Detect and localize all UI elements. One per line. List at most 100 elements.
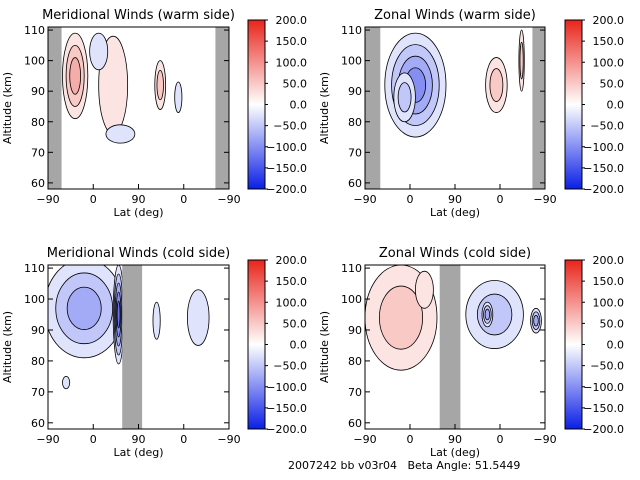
- y-tick-label: 80: [31, 355, 45, 368]
- y-tick-label: 70: [31, 146, 45, 159]
- y-tick-label: 70: [348, 386, 362, 399]
- panel-title: Meridional Winds (cold side): [47, 246, 230, 261]
- wind-region-5: [530, 307, 542, 334]
- colorbar-tick-label: −200.0: [266, 423, 307, 436]
- plot-area: [48, 27, 229, 189]
- contour-level-2: [397, 82, 412, 113]
- y-tick-label: 100: [24, 55, 45, 68]
- colorbar-tick-label: 150.0: [593, 275, 625, 288]
- colorbar-tick-label: 50.0: [600, 77, 625, 90]
- y-tick-label: 100: [341, 293, 362, 306]
- contour-level-1: [62, 375, 71, 390]
- y-tick-label: 80: [31, 116, 45, 129]
- plot-area: [365, 27, 545, 189]
- colorbar-scale: [247, 19, 266, 190]
- x-tick-label: −90: [217, 193, 240, 206]
- x-tick-label: −90: [36, 433, 59, 446]
- colorbar-tick-label: 200.0: [276, 14, 308, 27]
- y-tick-label: 70: [348, 146, 362, 159]
- x-tick-label: −90: [353, 193, 376, 206]
- colorbar-tick-label: −50.0: [590, 360, 624, 373]
- panel-title: Zonal Winds (warm side): [374, 8, 536, 23]
- x-tick-label: −90: [533, 193, 556, 206]
- contour-level-2: [519, 41, 524, 80]
- wind-region-2: [414, 270, 434, 309]
- x-tick-label: 90: [132, 193, 146, 206]
- wind-region-2: [393, 72, 416, 123]
- x-tick-label: 90: [132, 433, 146, 446]
- y-tick-label: 110: [24, 24, 45, 37]
- colorbar-tick-label: −100.0: [583, 141, 624, 154]
- wind-region-1: [48, 265, 125, 359]
- y-tick-label: 110: [341, 24, 362, 37]
- colorbar-tick-label: 200.0: [593, 254, 625, 267]
- x-tick-label: 0: [90, 433, 97, 446]
- x-axis-label: Lat (deg): [114, 446, 164, 459]
- wind-region-5: [62, 375, 71, 390]
- y-axis-label: Altitude (km): [1, 72, 14, 144]
- colorbar-scale: [247, 259, 266, 430]
- colorbar-tick-label: −50.0: [273, 360, 307, 373]
- panel-1: Meridional Winds (warm side) 60 70 80 90 100 1…: [1, 8, 307, 219]
- y-axis-label: Altitude (km): [318, 311, 331, 383]
- y-tick-label: 110: [341, 262, 362, 275]
- wind-region-4: [186, 289, 210, 346]
- no-data-band-1: [122, 265, 143, 429]
- y-tick-label: 70: [31, 386, 45, 399]
- colorbar-tick-label: −200.0: [266, 183, 307, 196]
- y-tick-label: 110: [24, 262, 45, 275]
- contour-level-3: [533, 314, 539, 327]
- colorbar-tick-label: 200.0: [593, 14, 625, 27]
- colorbar-tick-label: −50.0: [273, 120, 307, 133]
- contour-level-1: [174, 81, 183, 113]
- wind-region-6: [174, 81, 183, 113]
- x-tick-label: 0: [90, 193, 97, 206]
- panel-3: Meridional Winds (cold side) 60 70 80 90 100 1…: [1, 246, 307, 459]
- panel-title: Zonal Winds (cold side): [379, 246, 531, 261]
- colorbar-tick-label: 100.0: [593, 296, 625, 309]
- colorbar-tick-label: 100.0: [593, 56, 625, 69]
- wind-region-4: [481, 301, 494, 328]
- contour-level-1: [89, 32, 109, 71]
- colorbar-tick-label: 150.0: [276, 275, 308, 288]
- colorbar-tick-label: 150.0: [593, 35, 625, 48]
- colorbar-scale: [564, 19, 583, 190]
- wind-region-1: [384, 32, 447, 138]
- footer-label: 2007242 bb v03r04 Beta Angle: 51.5449: [288, 459, 521, 472]
- x-tick-label: 0: [497, 193, 504, 206]
- wind-region-3: [465, 280, 524, 349]
- colorbar-tick-label: 0.0: [607, 99, 625, 112]
- x-tick-label: −90: [36, 193, 59, 206]
- colorbar-tick-label: 0.0: [607, 339, 625, 352]
- x-tick-label: 0: [407, 433, 414, 446]
- x-tick-label: 0: [497, 433, 504, 446]
- wind-region-4: [105, 124, 136, 144]
- contour-level-3: [484, 308, 491, 321]
- contour-level-1: [414, 270, 434, 309]
- panel-4: Zonal Winds (cold side) 60 70 80 90 100 110 −90…: [318, 246, 624, 459]
- wind-region-3: [89, 32, 109, 71]
- x-tick-label: 0: [180, 193, 187, 206]
- no-data-band-2: [215, 27, 229, 189]
- colorbar-tick-label: −100.0: [266, 381, 307, 394]
- colorbar-tick-label: 100.0: [276, 296, 308, 309]
- x-axis-label: Lat (deg): [430, 446, 480, 459]
- x-tick-label: 90: [448, 433, 462, 446]
- colorbar-tick-label: 100.0: [276, 56, 308, 69]
- colorbar-scale: [564, 259, 583, 430]
- wind-region-3: [485, 57, 508, 113]
- contour-level-2: [156, 70, 164, 101]
- wind-region-5: [154, 60, 167, 110]
- colorbar-tick-label: 50.0: [600, 317, 625, 330]
- colorbar-tick-label: −100.0: [583, 381, 624, 394]
- colorbar-tick-label: −50.0: [590, 120, 624, 133]
- y-tick-label: 60: [31, 417, 45, 430]
- colorbar: 200.0 150.0 100.0 50.0 0.0 −50.0 −100.0 −150.0 −…: [247, 254, 308, 436]
- no-data-band-1: [365, 27, 381, 189]
- y-tick-label: 100: [24, 293, 45, 306]
- no-data-band-2: [532, 27, 545, 189]
- colorbar-tick-label: 0.0: [290, 339, 308, 352]
- x-tick-label: −90: [353, 433, 376, 446]
- colorbar-tick-label: −150.0: [583, 162, 624, 175]
